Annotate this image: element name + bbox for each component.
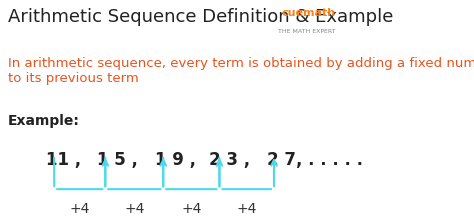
Text: +4: +4 bbox=[237, 202, 257, 216]
Text: THE MATH EXPERT: THE MATH EXPERT bbox=[278, 29, 335, 34]
Text: +4: +4 bbox=[124, 202, 145, 216]
Text: Arithmetic Sequence Definition & Example: Arithmetic Sequence Definition & Example bbox=[8, 8, 393, 26]
Text: 2 3 ,: 2 3 , bbox=[209, 151, 250, 169]
Text: 1 9 ,: 1 9 , bbox=[155, 151, 196, 169]
Text: In arithmetic sequence, every term is obtained by adding a fixed number
to its p: In arithmetic sequence, every term is ob… bbox=[8, 57, 474, 85]
Text: 11 ,: 11 , bbox=[46, 151, 81, 169]
Text: +4: +4 bbox=[70, 202, 90, 216]
Text: 2 7, . . . . .: 2 7, . . . . . bbox=[267, 151, 363, 169]
Text: 1 5 ,: 1 5 , bbox=[97, 151, 137, 169]
Text: +4: +4 bbox=[181, 202, 201, 216]
Text: cuemath: cuemath bbox=[281, 8, 335, 18]
Text: Example:: Example: bbox=[8, 114, 80, 128]
